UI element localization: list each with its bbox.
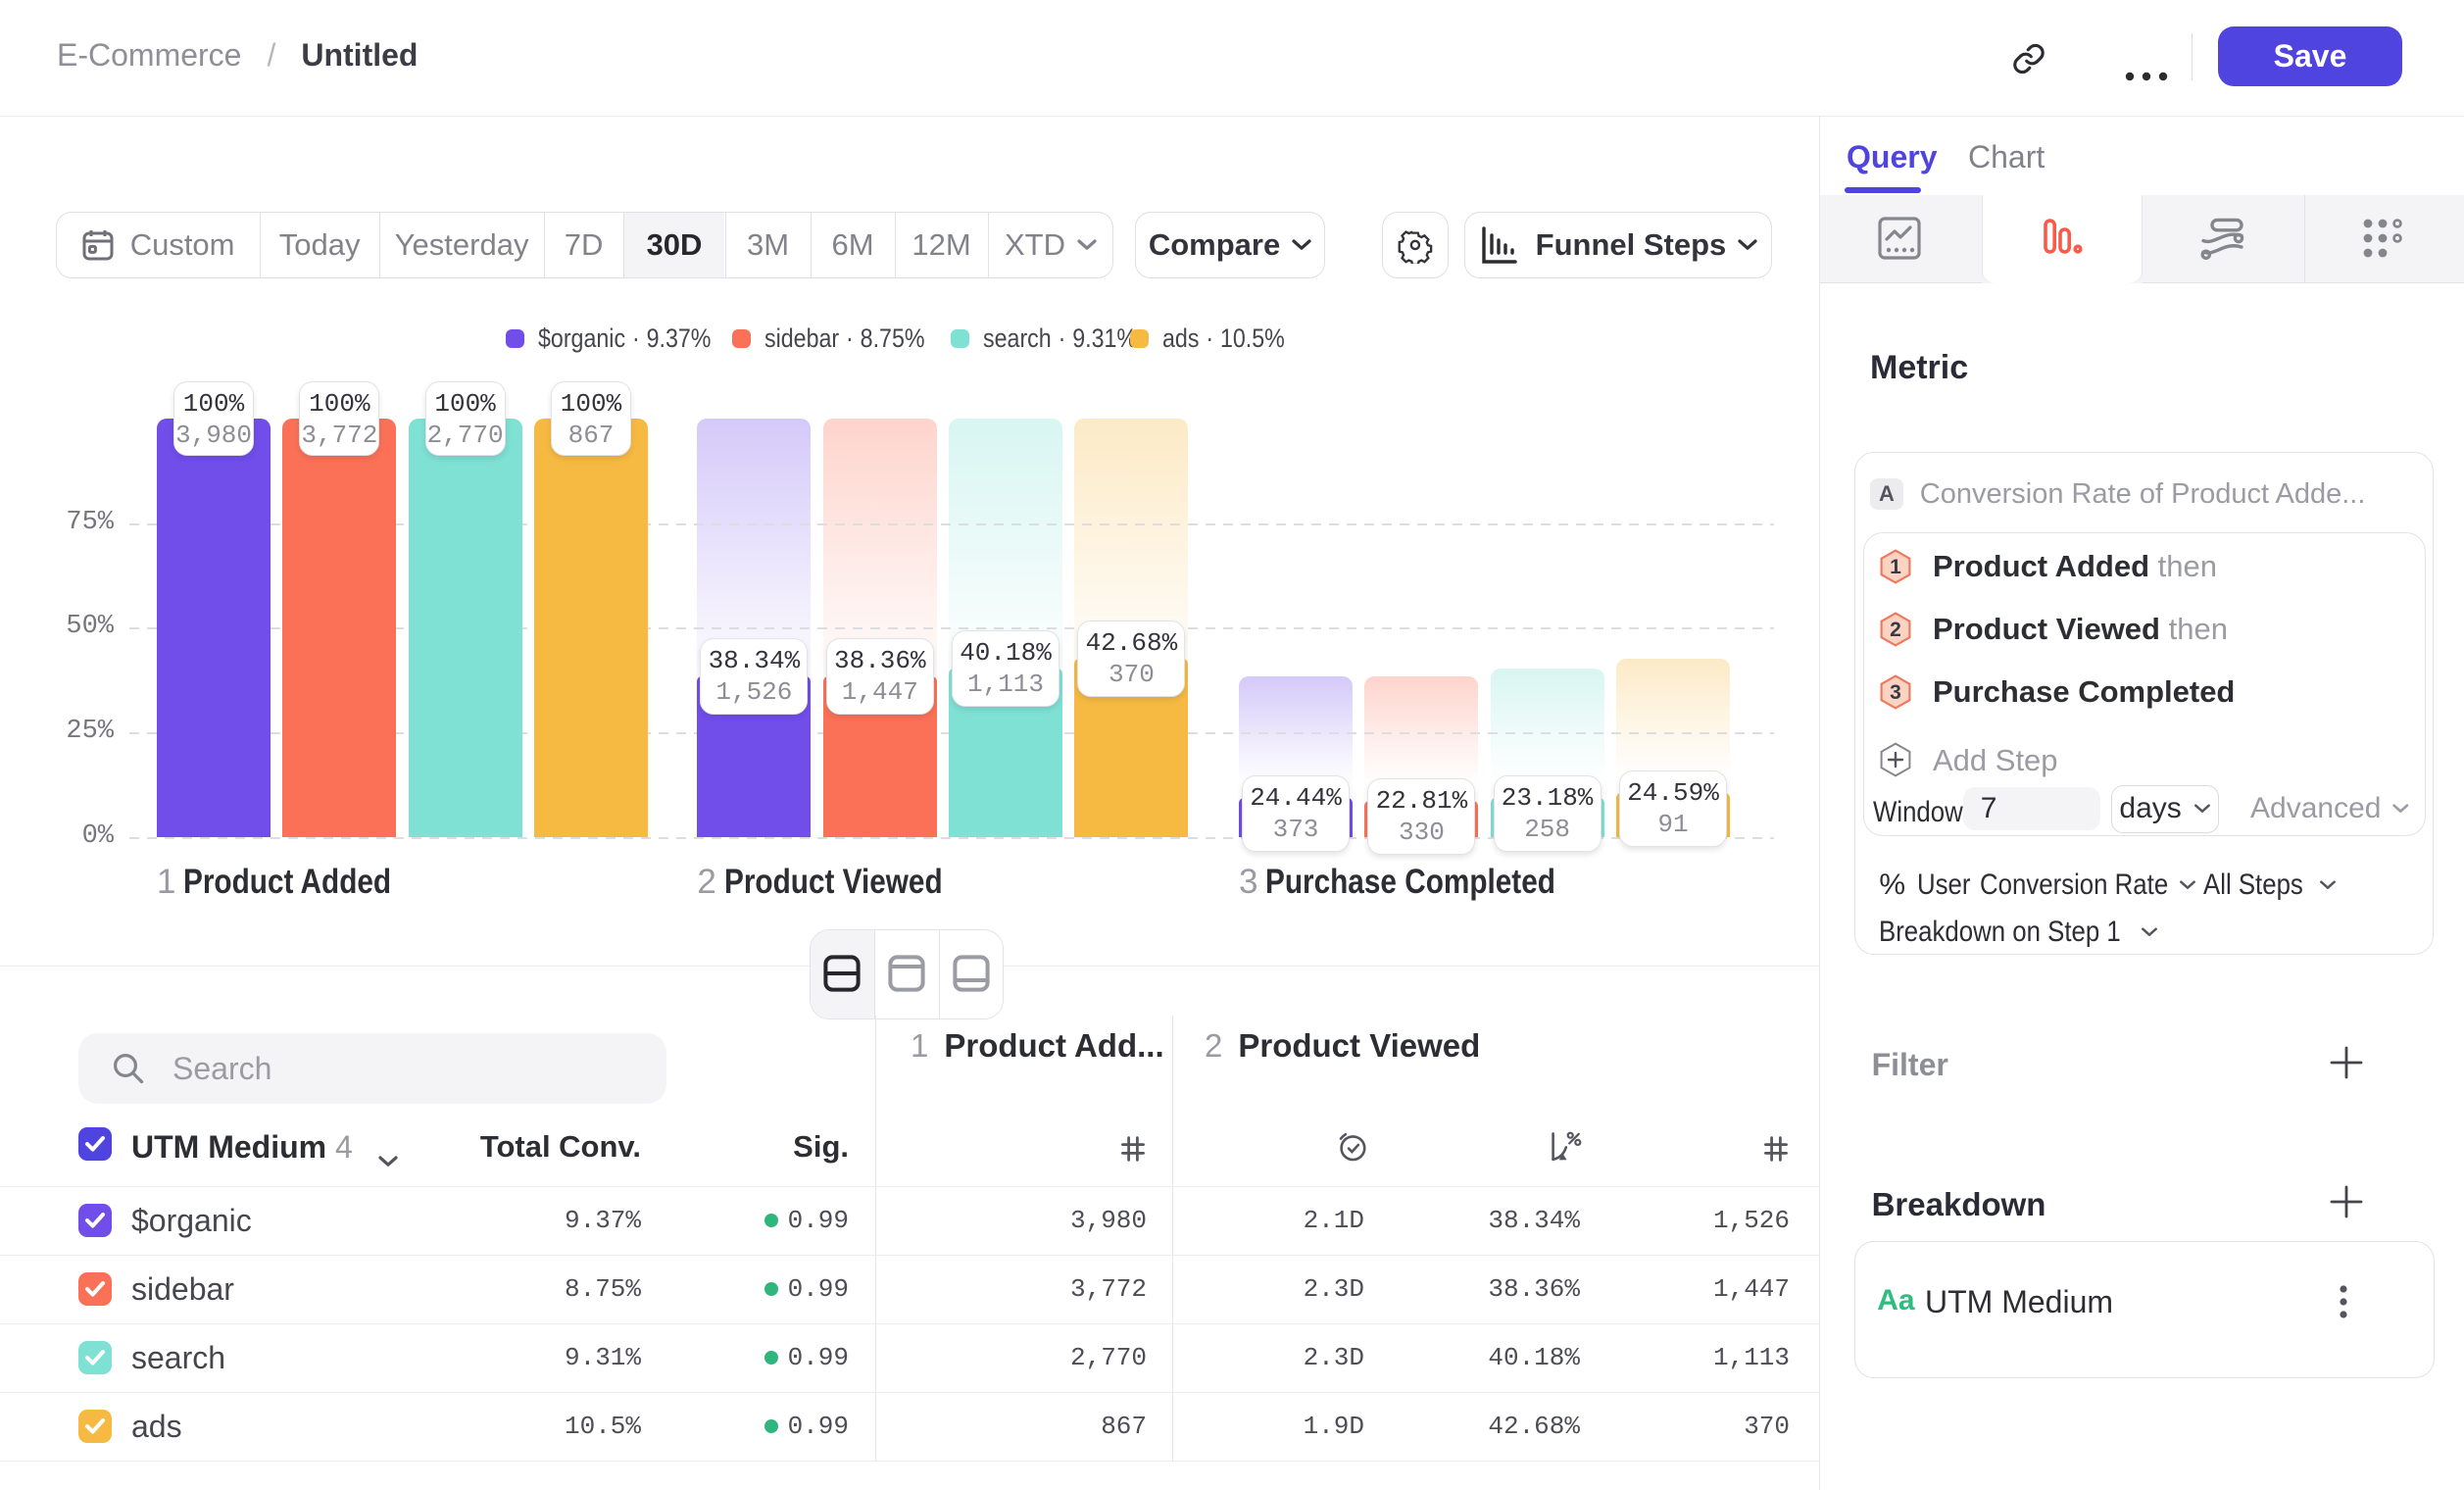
svg-text:1: 1	[1891, 556, 1902, 578]
svg-text:2: 2	[1891, 619, 1902, 641]
svg-text:3: 3	[1891, 681, 1902, 704]
